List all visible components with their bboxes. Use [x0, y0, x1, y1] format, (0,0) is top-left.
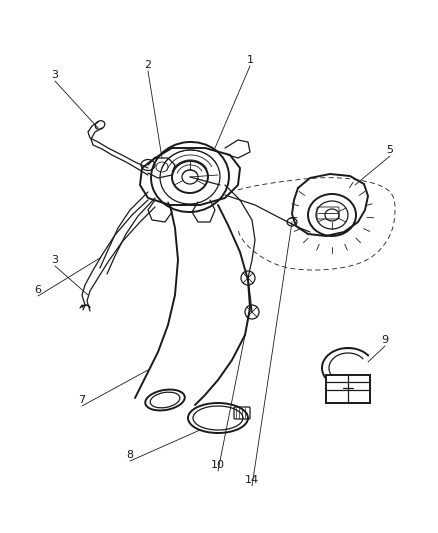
Text: 6: 6	[35, 285, 42, 295]
Text: 2: 2	[145, 60, 152, 70]
Text: 5: 5	[386, 145, 393, 155]
FancyBboxPatch shape	[326, 375, 370, 403]
Text: 10: 10	[211, 460, 225, 470]
Text: 8: 8	[127, 450, 134, 460]
Text: 9: 9	[381, 335, 389, 345]
Text: 3: 3	[52, 255, 59, 265]
Text: 7: 7	[78, 395, 85, 405]
Text: 14: 14	[245, 475, 259, 485]
Text: 1: 1	[247, 55, 254, 65]
FancyBboxPatch shape	[234, 407, 250, 419]
Text: 3: 3	[52, 70, 59, 80]
